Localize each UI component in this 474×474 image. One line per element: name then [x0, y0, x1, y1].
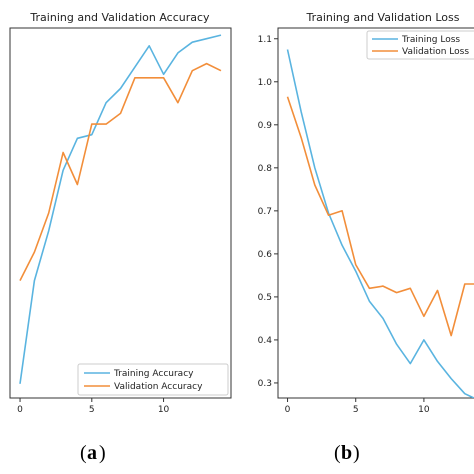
chart-b-legend-box: [366, 30, 474, 60]
chart-a-legend: Training Accuracy Validation Accuracy: [77, 363, 229, 396]
chart-b-plot: 0 5 10 0.3 0.4 0.5 0.6 0.7 0.8 0.9 1.0 1.1: [258, 35, 474, 415]
svg-text:): ): [353, 442, 360, 464]
chart-a-axes-frame: [9, 27, 232, 399]
caption-b: ( b ): [334, 442, 360, 464]
chart-b-legend: Training Loss Validation Loss: [366, 30, 474, 60]
chart-a-title: Training and Validation Accuracy: [29, 11, 210, 24]
chart-a-xtick-label: 10: [158, 405, 170, 415]
chart-a-series-validation-line: [19, 62, 222, 281]
chart-b-ytick-label: 0.4: [258, 336, 273, 346]
chart-b-ytick-label: 0.8: [258, 164, 273, 174]
chart-b-legend-label-validation: Validation Loss: [402, 47, 469, 57]
caption-b-letter: b: [341, 442, 352, 464]
chart-a-plot: 0 5 10: [17, 34, 222, 415]
chart-b-title: Training and Validation Loss: [305, 11, 459, 24]
chart-b-series-training-line: [286, 49, 474, 398]
chart-a-legend-box: [77, 363, 229, 396]
chart-b-ytick-label: 0.7: [258, 207, 272, 217]
svg-text:): ): [99, 442, 106, 464]
chart-b-axes-frame: [277, 27, 474, 399]
svg-text:(: (: [80, 442, 87, 464]
chart-b-ytick-label: 0.6: [258, 250, 273, 260]
chart-b-ytick-label: 1.0: [258, 78, 273, 88]
chart-b-series-validation-line: [286, 96, 474, 337]
chart-b-xtick-label: 10: [418, 405, 430, 415]
chart-a-xtick-label: 5: [89, 405, 95, 415]
chart-b-xtick-label: 0: [285, 405, 291, 415]
chart-a-legend-label-validation: Validation Accuracy: [114, 382, 203, 392]
chart-b-legend-label-training: Training Loss: [401, 35, 460, 45]
chart-b-ytick-label: 0.5: [258, 293, 272, 303]
chart-a-legend-label-training: Training Accuracy: [113, 369, 194, 379]
chart-a-xtick-label: 0: [17, 405, 23, 415]
chart-b-ytick-label: 1.1: [258, 35, 272, 45]
chart-b-xtick-label: 5: [353, 405, 359, 415]
caption-a: ( a ): [80, 442, 106, 464]
caption-a-letter: a: [87, 442, 97, 464]
chart-b-ytick-label: 0.9: [258, 121, 273, 131]
svg-text:(: (: [334, 442, 341, 464]
chart-a-series-training-line: [19, 34, 222, 384]
chart-b-ytick-label: 0.3: [258, 379, 272, 389]
